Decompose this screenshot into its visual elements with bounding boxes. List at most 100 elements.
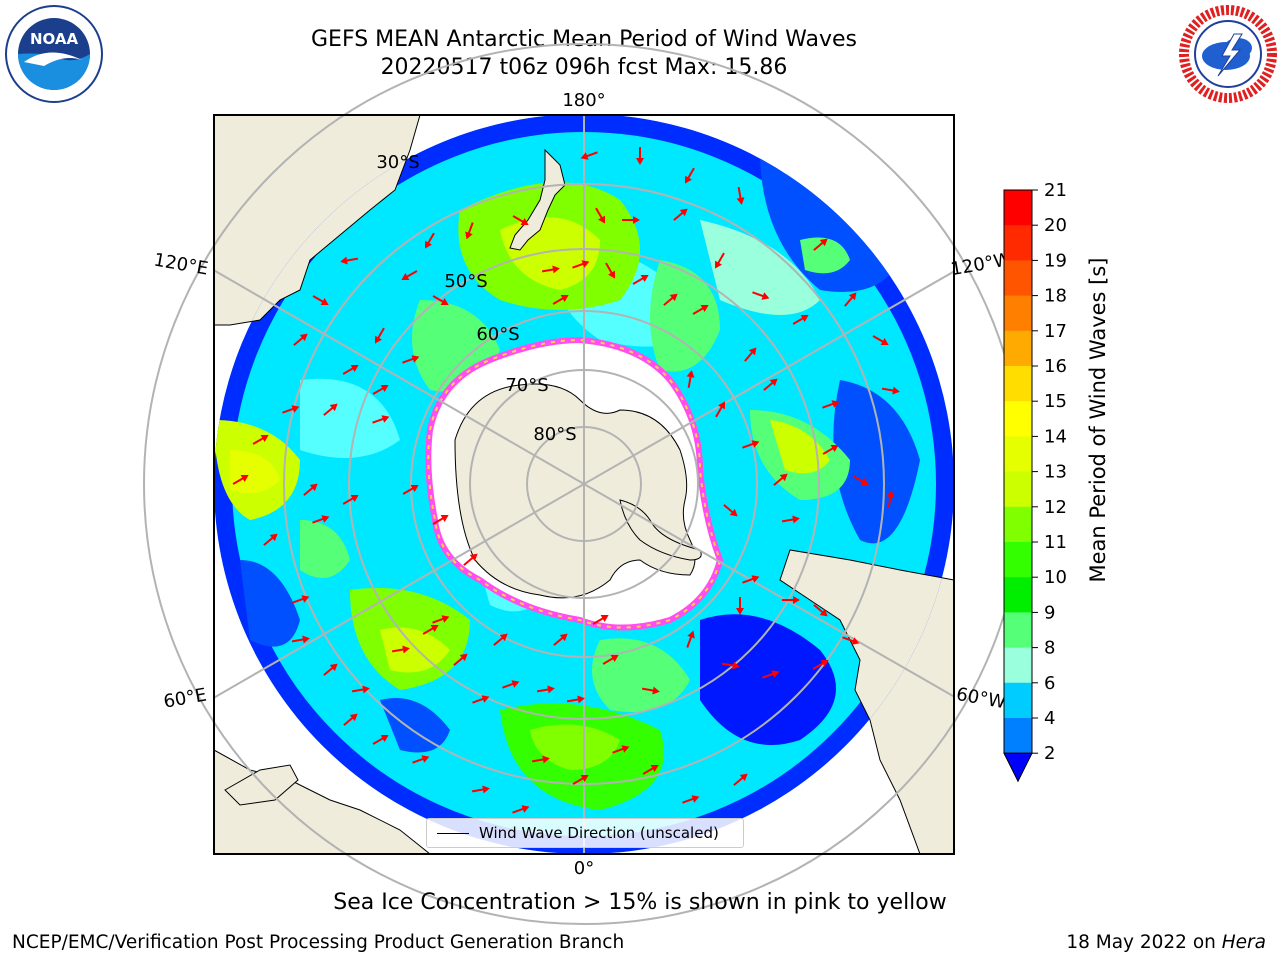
colorbar-segment [1004,471,1032,508]
colorbar-title: Mean Period of Wind Waves [s] [1086,257,1110,583]
colorbar-segment [1004,436,1032,473]
wind-wave-arrow [465,222,474,240]
wind-wave-arrow [402,485,419,495]
wind-wave-arrow [602,655,619,665]
lat-label-50s: 50°S [444,271,487,292]
wind-wave-arrow [686,370,695,389]
chart-title: GEFS MEAN Antarctic Mean Period of Wind … [311,27,857,52]
colorbar-segment [1004,542,1032,578]
wind-wave-arrow [744,347,757,362]
wind-wave-arrow [813,238,828,251]
wind-wave-arrow [595,207,605,224]
colorbar-segment [1004,225,1032,261]
wind-wave-arrow [553,633,568,646]
lon-label-120e: 120°E [152,249,210,279]
wind-wave-arrow [813,604,828,617]
wind-wave-arrow [886,490,895,509]
wind-wave-arrow [852,475,869,485]
wind-wave-arrow [736,597,744,615]
wind-wave-arrow [632,275,649,285]
colorbar-segment [1004,260,1032,297]
wind-wave-arrow [752,291,770,300]
new-zealand-land [509,148,566,251]
wind-wave-arrow [512,215,529,225]
wind-wave-arrow [343,713,358,726]
wind-wave-arrow [292,595,310,604]
wind-wave-arrow [536,685,555,694]
wind-wave-arrow [572,260,590,269]
wind-wave-arrow [612,745,630,754]
wind-wave-arrow [742,575,760,584]
colorbar-tick-label: 20 [1044,215,1067,236]
wind-wave-arrow [723,504,738,517]
colorbar-segment [1004,506,1032,543]
colorbar-segment [1004,718,1032,754]
wind-wave-arrow [493,633,508,646]
colorbar-tick-label: 4 [1044,708,1055,729]
lat-label-30s: 30°S [376,152,419,173]
wind-wave-arrow [432,295,449,305]
wind-wave-arrow [412,755,430,764]
wind-wave-arrow [844,292,857,307]
nws-logo-icon [1179,5,1277,103]
antarctica-land [454,383,696,599]
colorbar-segment [1004,330,1032,367]
wind-wave-arrow [636,147,644,165]
wind-wave-arrow [342,365,359,375]
wind-wave-arrow [342,495,359,505]
colorbar-tick-label: 2 [1044,743,1055,764]
wind-wave-arrow [605,262,615,279]
colorbar-tick-label: 6 [1044,673,1055,694]
wind-wave-arrow [572,775,589,785]
colorbar-segment [1004,295,1032,332]
wind-wave-arrow [471,785,490,794]
colorbar-segment [1004,682,1032,718]
lon-label-0: 0° [574,858,594,879]
wind-wave-arrow [673,208,688,221]
wind-wave-arrow [401,270,418,280]
colorbar-tick-label: 17 [1044,321,1067,342]
colorbar-tick-label: 12 [1044,497,1067,518]
wind-wave-arrow [351,685,370,694]
colorbar-segment [1004,401,1032,437]
wind-wave-arrow [303,483,318,496]
lon-label-60e: 60°E [162,684,208,712]
colorbar-tick-label: 8 [1044,638,1055,659]
wind-wave-arrow [323,663,338,676]
wind-wave-arrow [541,265,560,274]
wind-wave-arrow [685,167,695,184]
wind-wave-arrow [642,765,659,775]
lat-label-80s: 80°S [533,424,576,445]
colorbar-tick-label: 13 [1044,462,1067,483]
wind-wave-arrow [663,293,678,306]
wind-wave-arrow [312,295,329,305]
footer-date: 18 May 2022 on Hera [1066,932,1266,953]
wind-wave-arrow [391,645,410,654]
wind-wave-arrow [822,400,840,409]
wind-wave-arrow [282,405,300,414]
wind-wave-arrow [792,315,809,325]
wind-wave-arrow [781,515,800,524]
colorbar-tick-label: 15 [1044,391,1067,412]
wind-wave-arrow [773,473,788,486]
wind-wave-arrow [736,186,745,205]
colorbar-tick-label: 16 [1044,356,1067,377]
wind-wave-arrow [715,401,725,418]
sea-ice-note: Sea Ice Concentration > 15% is shown in … [333,890,947,915]
wind-wave-arrow [622,216,640,224]
wind-wave-arrow [372,385,389,395]
wind-wave-arrow [232,475,249,485]
wind-wave-arrow [425,232,435,249]
footer-credit: NCEP/EMC/Verification Post Processing Pr… [12,932,625,953]
wind-wave-arrow [432,515,449,525]
wind-wave-arrow [463,553,478,566]
wind-wave-arrow [422,625,439,635]
footer-machine: Hera [1221,932,1266,953]
wind-wave-arrow [531,755,550,764]
wind-wave-arrow [692,305,709,315]
colorbar-tick-label: 18 [1044,286,1067,307]
madagascar-land [224,764,299,806]
wind-wave-arrow [291,635,310,644]
wind-wave-arrow [812,660,829,670]
